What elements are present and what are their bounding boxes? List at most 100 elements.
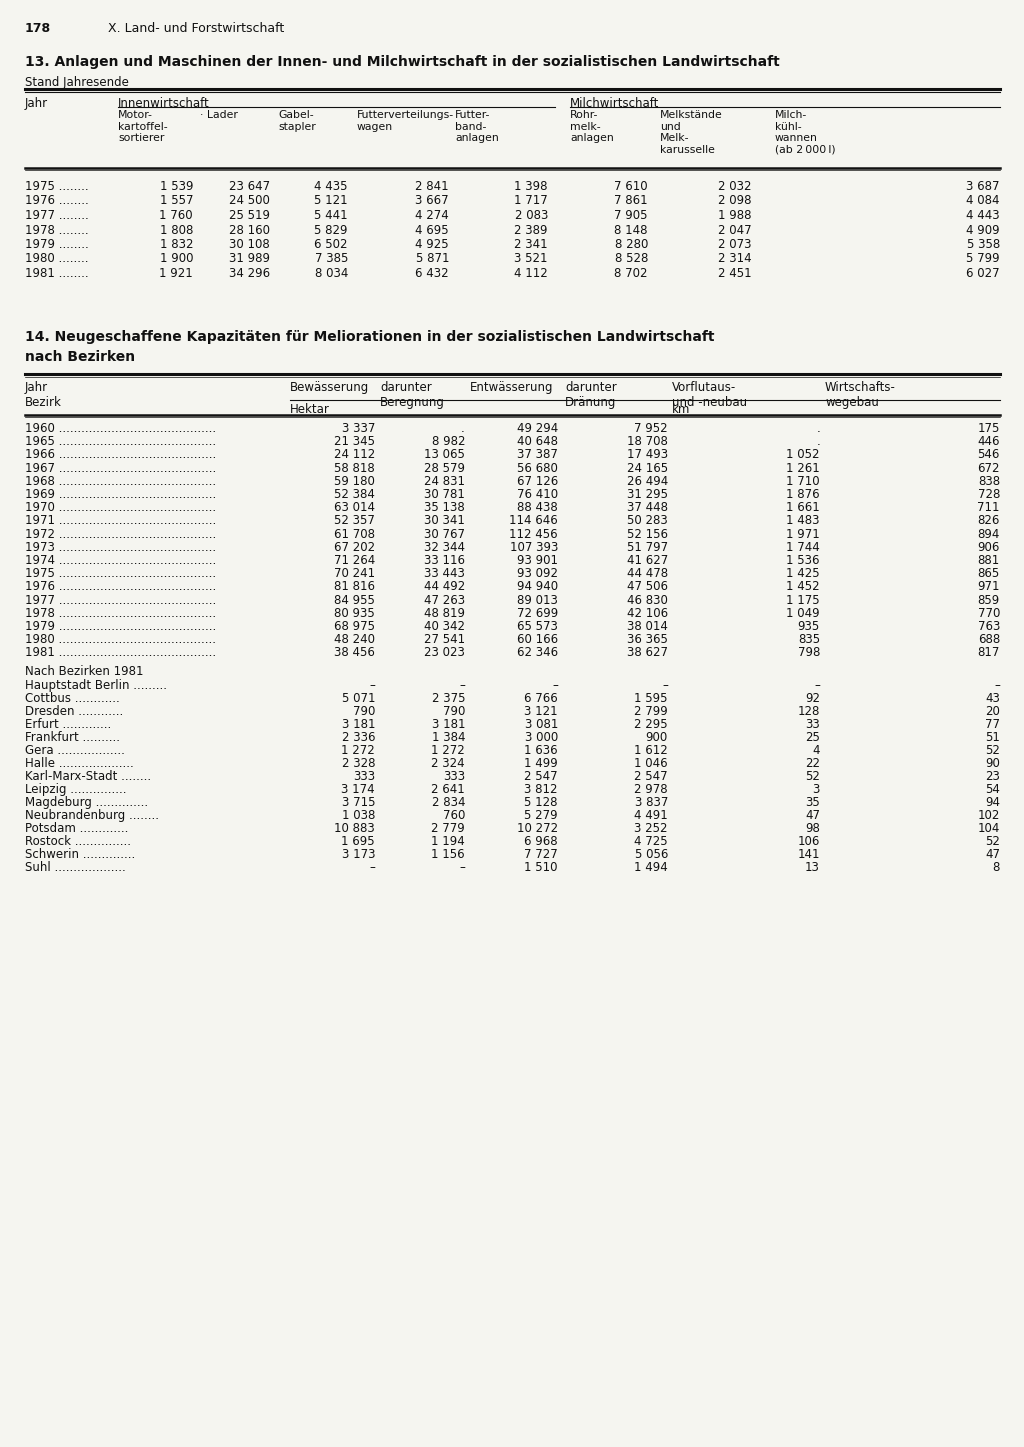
Text: 6 502: 6 502 (314, 237, 348, 250)
Text: 88 438: 88 438 (517, 501, 558, 514)
Text: 13. Anlagen und Maschinen der Innen- und Milchwirtschaft in der sozialistischen : 13. Anlagen und Maschinen der Innen- und… (25, 55, 779, 69)
Text: 52: 52 (985, 835, 1000, 848)
Text: 38 627: 38 627 (627, 647, 668, 660)
Text: 25 519: 25 519 (229, 208, 270, 221)
Text: 22: 22 (805, 757, 820, 770)
Text: 1 971: 1 971 (786, 528, 820, 541)
Text: 1976 ........: 1976 ........ (25, 194, 89, 207)
Text: Wirtschafts-
wegebau: Wirtschafts- wegebau (825, 381, 896, 410)
Text: 894: 894 (978, 528, 1000, 541)
Text: 70 241: 70 241 (334, 567, 375, 580)
Text: 1978 ........: 1978 ........ (25, 223, 89, 236)
Text: 54: 54 (985, 783, 1000, 796)
Text: 141: 141 (798, 848, 820, 861)
Text: 1980 ........: 1980 ........ (25, 252, 88, 265)
Text: 8 982: 8 982 (431, 436, 465, 449)
Text: 8: 8 (992, 861, 1000, 874)
Text: 47: 47 (985, 848, 1000, 861)
Text: 3 687: 3 687 (967, 179, 1000, 192)
Text: 728: 728 (978, 488, 1000, 501)
Text: 3 837: 3 837 (635, 796, 668, 809)
Text: Erfurt .............: Erfurt ............. (25, 718, 112, 731)
Text: 60 166: 60 166 (517, 634, 558, 647)
Text: 3 337: 3 337 (342, 423, 375, 436)
Text: Karl-Marx-Stadt ........: Karl-Marx-Stadt ........ (25, 770, 152, 783)
Text: 1 175: 1 175 (786, 593, 820, 606)
Text: 7 385: 7 385 (314, 252, 348, 265)
Text: 935: 935 (798, 619, 820, 632)
Text: 1 832: 1 832 (160, 237, 193, 250)
Text: 59 180: 59 180 (334, 475, 375, 488)
Text: –: – (814, 679, 820, 692)
Text: 790: 790 (442, 705, 465, 718)
Text: 72 699: 72 699 (517, 606, 558, 619)
Text: 26 494: 26 494 (627, 475, 668, 488)
Text: 4 925: 4 925 (416, 237, 449, 250)
Text: 84 955: 84 955 (334, 593, 375, 606)
Text: 23: 23 (985, 770, 1000, 783)
Text: Leipzig ...............: Leipzig ............... (25, 783, 127, 796)
Text: –: – (663, 679, 668, 692)
Text: 4 435: 4 435 (314, 179, 348, 192)
Text: 30 767: 30 767 (424, 528, 465, 541)
Text: 41 627: 41 627 (627, 554, 668, 567)
Text: 56 680: 56 680 (517, 462, 558, 475)
Text: 1978 ..........................................: 1978 ...................................… (25, 606, 216, 619)
Text: 25: 25 (805, 731, 820, 744)
Text: 770: 770 (978, 606, 1000, 619)
Text: 44 492: 44 492 (424, 580, 465, 593)
Text: 32 344: 32 344 (424, 541, 465, 554)
Text: 1 494: 1 494 (634, 861, 668, 874)
Text: · Lader: · Lader (200, 110, 238, 120)
Text: 33 116: 33 116 (424, 554, 465, 567)
Text: 4: 4 (812, 744, 820, 757)
Text: 7 952: 7 952 (635, 423, 668, 436)
Text: Milch-
kühl-
wannen
(ab 2 000 l): Milch- kühl- wannen (ab 2 000 l) (775, 110, 836, 155)
Text: 52 357: 52 357 (334, 514, 375, 527)
Text: 81 816: 81 816 (334, 580, 375, 593)
Text: 52: 52 (805, 770, 820, 783)
Text: 24 112: 24 112 (334, 449, 375, 462)
Text: 1 052: 1 052 (786, 449, 820, 462)
Text: 2 375: 2 375 (431, 692, 465, 705)
Text: 1981 ..........................................: 1981 ...................................… (25, 647, 216, 660)
Text: 94: 94 (985, 796, 1000, 809)
Text: 7 905: 7 905 (614, 208, 648, 221)
Text: 38 456: 38 456 (334, 647, 375, 660)
Text: 93 901: 93 901 (517, 554, 558, 567)
Text: 80 935: 80 935 (334, 606, 375, 619)
Text: 4 274: 4 274 (416, 208, 449, 221)
Text: 77: 77 (985, 718, 1000, 731)
Text: .: . (816, 436, 820, 449)
Text: 27 541: 27 541 (424, 634, 465, 647)
Text: 38 014: 38 014 (627, 619, 668, 632)
Text: 24 831: 24 831 (424, 475, 465, 488)
Text: .: . (816, 423, 820, 436)
Text: 61 708: 61 708 (334, 528, 375, 541)
Text: 4 443: 4 443 (967, 208, 1000, 221)
Text: 1973 ..........................................: 1973 ...................................… (25, 541, 216, 554)
Text: 1 595: 1 595 (635, 692, 668, 705)
Text: 2 324: 2 324 (431, 757, 465, 770)
Text: 5 871: 5 871 (416, 252, 449, 265)
Text: Frankfurt ..........: Frankfurt .......... (25, 731, 120, 744)
Text: 1977 ........: 1977 ........ (25, 208, 89, 221)
Text: 2 978: 2 978 (635, 783, 668, 796)
Text: 1 900: 1 900 (160, 252, 193, 265)
Text: 10 883: 10 883 (334, 822, 375, 835)
Text: 1969 ..........................................: 1969 ...................................… (25, 488, 216, 501)
Text: 52 384: 52 384 (334, 488, 375, 501)
Text: 1 661: 1 661 (786, 501, 820, 514)
Text: 1 710: 1 710 (786, 475, 820, 488)
Text: 446: 446 (978, 436, 1000, 449)
Text: 2 098: 2 098 (719, 194, 752, 207)
Text: 2 083: 2 083 (515, 208, 548, 221)
Text: 42 106: 42 106 (627, 606, 668, 619)
Text: 906: 906 (978, 541, 1000, 554)
Text: Jahr: Jahr (25, 97, 48, 110)
Text: 4 909: 4 909 (967, 223, 1000, 236)
Text: 1977 ..........................................: 1977 ...................................… (25, 593, 216, 606)
Text: Halle ....................: Halle .................... (25, 757, 134, 770)
Text: 7 861: 7 861 (614, 194, 648, 207)
Text: 114 646: 114 646 (509, 514, 558, 527)
